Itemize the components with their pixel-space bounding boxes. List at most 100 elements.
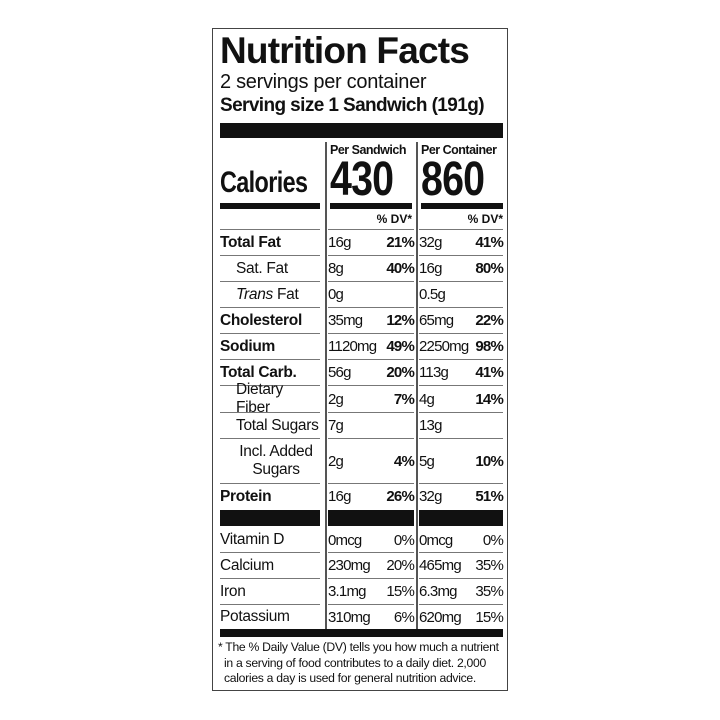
label-cell: Sat. Fat	[220, 256, 320, 282]
underline-segment	[220, 229, 320, 230]
per-container-cell: 0mcg 0%	[419, 528, 504, 553]
daily-value: 15%	[386, 583, 414, 600]
nutrient-row: Sodium 1120mg 49% 2250mg 98%	[220, 334, 504, 360]
daily-value: 35%	[475, 557, 503, 574]
per-sandwich-cell: 230mg 20%	[328, 553, 415, 579]
nutrient-row: Protein 16g 26% 32g 51%	[220, 484, 504, 509]
nutrient-label: Total Carb.	[220, 363, 297, 381]
per-sandwich-cell: 3.1mg 15%	[328, 579, 415, 605]
footnote-line: in a serving of food contributes to a da…	[224, 655, 486, 670]
per-container-cell: 32g 51%	[419, 484, 504, 509]
amount: 0.5g	[419, 286, 446, 303]
per-container-cell: 0.5g	[419, 282, 503, 308]
daily-value: 0%	[482, 531, 504, 549]
per-sandwich-cell: 2g 7%	[328, 386, 415, 413]
underline-segment	[419, 229, 503, 230]
per-container-cell: 465mg 35%	[419, 553, 504, 579]
amount: 16g	[328, 488, 351, 505]
amount: 16g	[419, 260, 442, 277]
per-sandwich-cell: 0g	[328, 282, 414, 308]
nutrient-row: Total Carb. 56g 20% 113g 41%	[220, 360, 504, 386]
vitamin-row: Potassium 310mg 6% 620mg 15%	[220, 605, 504, 629]
per-container-cell: 113g 41%	[419, 360, 504, 386]
label-cell: Vitamin D	[220, 528, 320, 553]
servings-per-container: 2 servings per container	[220, 71, 427, 93]
section-divider	[220, 510, 320, 526]
calories-divider	[220, 203, 320, 209]
amount: 32g	[419, 488, 442, 505]
daily-value: 51%	[475, 488, 503, 505]
daily-value: 10%	[475, 452, 503, 470]
nutrient-row: Cholesterol 35mg 12% 65mg 22%	[220, 308, 504, 334]
thick-divider	[220, 123, 503, 138]
nutrient-row: Sat. Fat 8g 40% 16g 80%	[220, 256, 504, 282]
footer-divider	[220, 629, 503, 637]
per-container-cell: 13g	[419, 413, 503, 439]
per-sandwich-cell: 8g 40%	[328, 256, 415, 282]
label-cell: Potassium	[220, 605, 320, 629]
nutrient-label: Trans Fat	[236, 285, 299, 303]
calories-per-container: 860	[421, 153, 485, 206]
amount: 2g	[328, 452, 344, 470]
nutrient-label: Total Fat	[220, 233, 281, 251]
column-divider	[325, 142, 327, 630]
label-cell: Iron	[220, 579, 320, 605]
amount: 8g	[328, 260, 344, 277]
nutrient-label: Protein	[220, 487, 272, 505]
nutrition-label	[212, 28, 508, 691]
per-sandwich-cell: 2g 4%	[328, 439, 415, 484]
nutrient-row: Total Fat 16g 21% 32g 41%	[220, 230, 504, 256]
nutrient-label: Iron	[220, 582, 246, 600]
per-sandwich-cell: 310mg 6%	[328, 605, 415, 629]
daily-value: 41%	[475, 364, 503, 381]
daily-value: 4%	[393, 452, 415, 470]
daily-value: 14%	[475, 390, 503, 408]
amount: 7g	[328, 417, 344, 434]
amount: 2250mg	[419, 338, 469, 355]
amount: 13g	[419, 417, 442, 434]
amount: 465mg	[419, 557, 462, 574]
daily-value: 22%	[475, 312, 503, 329]
amount: 35mg	[328, 312, 363, 329]
per-sandwich-cell: 7g	[328, 413, 414, 439]
section-divider	[419, 510, 503, 526]
daily-value: 40%	[386, 260, 414, 277]
amount: 65mg	[419, 312, 454, 329]
per-container-cell: 620mg 15%	[419, 605, 504, 629]
nutrient-label: Cholesterol	[220, 311, 302, 329]
label-cell: Dietary Fiber	[220, 381, 320, 416]
nutrient-label: Potassium	[220, 608, 290, 625]
amount: 16g	[328, 234, 351, 251]
daily-value: 7%	[393, 390, 415, 408]
daily-value: 12%	[386, 312, 414, 329]
header-underline	[220, 229, 503, 230]
label-cell: Total Carb.	[220, 360, 320, 386]
per-sandwich-cell: 0mcg 0%	[328, 528, 415, 553]
amount: 2g	[328, 390, 344, 408]
calories-label: Calories	[220, 166, 308, 199]
column-heading-per-sandwich: Per Sandwich	[330, 143, 406, 157]
amount: 56g	[328, 364, 351, 381]
daily-value: 20%	[386, 364, 414, 381]
nutrient-label: Incl. Added Sugars	[239, 443, 313, 478]
amount: 310mg	[328, 608, 371, 626]
amount: 6.3mg	[419, 583, 457, 600]
per-sandwich-cell: 1120mg 49%	[328, 334, 415, 360]
column-heading-per-container: Per Container	[421, 143, 497, 157]
daily-value: 35%	[475, 583, 503, 600]
nutrient-row: Total Sugars 7g 13g	[220, 413, 503, 439]
nutrient-row: Incl. Added Sugars 2g 4% 5g 10%	[220, 439, 504, 484]
per-container-cell: 5g 10%	[419, 439, 504, 484]
vitamin-row: Iron 3.1mg 15% 6.3mg 35%	[220, 579, 504, 605]
amount: 3.1mg	[328, 583, 366, 600]
label-cell: Sodium	[220, 334, 320, 360]
label-cell: Calcium	[220, 553, 320, 579]
amount: 230mg	[328, 557, 371, 574]
trans-italic: Trans	[236, 285, 273, 303]
daily-value: 6%	[393, 608, 415, 626]
underline-segment	[328, 229, 414, 230]
nutrient-label: Vitamin D	[220, 531, 285, 548]
label-cell: Total Sugars	[220, 413, 320, 439]
label-cell: Total Fat	[220, 230, 320, 256]
serving-size: Serving size 1 Sandwich (191g)	[220, 95, 485, 116]
